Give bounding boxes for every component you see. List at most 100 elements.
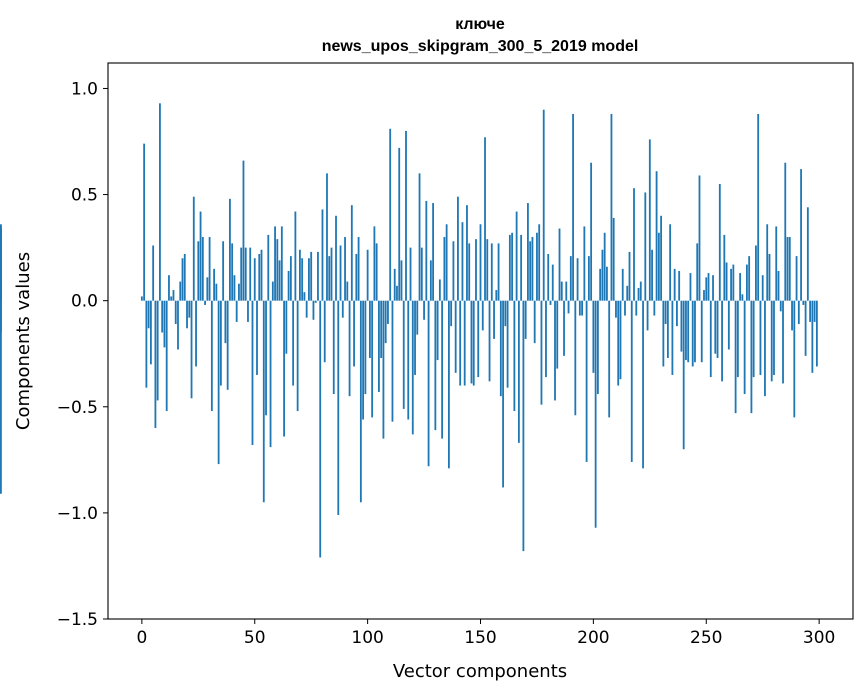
x-tick-label: 150 <box>464 628 496 648</box>
bar-51 <box>256 300 258 375</box>
bar-247 <box>698 175 701 301</box>
bar-222 <box>642 300 644 469</box>
bar-202 <box>596 300 599 395</box>
y-tick-label: 1.0 <box>71 79 98 99</box>
bar-194 <box>578 300 581 316</box>
bar-184 <box>556 300 559 369</box>
bar-265 <box>739 273 742 301</box>
y-tick-label: 0.5 <box>71 186 98 206</box>
bar-273 <box>757 113 760 301</box>
bar-271 <box>752 300 755 378</box>
bar-45 <box>242 160 245 301</box>
bar-197 <box>585 300 588 462</box>
bar-242 <box>687 300 690 363</box>
bar-99 <box>364 300 367 395</box>
bar-123 <box>418 173 421 301</box>
bar-276 <box>764 300 766 397</box>
bar-154 <box>488 300 491 382</box>
bar-285 <box>784 162 787 301</box>
bar-278 <box>768 253 771 301</box>
bar-261 <box>730 268 732 301</box>
bar-292 <box>800 169 802 301</box>
bar-32 <box>213 268 216 301</box>
bar-53 <box>260 249 263 301</box>
bar-33 <box>215 283 218 301</box>
bar-258 <box>723 234 726 301</box>
bar-280 <box>773 300 775 375</box>
bar-246 <box>696 243 699 301</box>
bar-57 <box>269 300 272 448</box>
y-tick-label: −1.0 <box>57 504 98 524</box>
bar-3 <box>147 300 150 329</box>
bar-176 <box>538 224 541 301</box>
bar-178 <box>542 109 545 301</box>
bar-187 <box>563 300 565 356</box>
bar-129 <box>432 203 434 301</box>
bar-182 <box>551 264 554 301</box>
bar-103 <box>373 226 376 301</box>
bar-262 <box>732 264 735 301</box>
bar-72 <box>303 292 306 301</box>
bar-209 <box>612 217 615 301</box>
bar-148 <box>475 239 477 301</box>
x-tick-label: 200 <box>577 628 609 648</box>
bar-38 <box>226 300 229 390</box>
bar-191 <box>572 113 574 301</box>
bar-272 <box>755 245 757 301</box>
bar-39 <box>229 198 231 301</box>
bar-151 <box>481 300 484 331</box>
bar-228 <box>655 171 658 301</box>
bar-28 <box>204 300 206 305</box>
bar-59 <box>274 226 276 301</box>
bar-287 <box>788 237 791 301</box>
bar-284 <box>782 300 784 384</box>
bar-282 <box>777 270 780 301</box>
bar-120 <box>411 300 414 435</box>
bar-227 <box>653 300 656 316</box>
bar-303 <box>0 300 2 494</box>
bar-218 <box>633 188 635 301</box>
bar-174 <box>533 300 536 344</box>
y-axis-label: Components values <box>13 252 34 430</box>
bar-225 <box>648 139 651 301</box>
bar-75 <box>310 251 313 301</box>
bar-188 <box>565 281 568 301</box>
bar-111 <box>391 300 394 422</box>
bar-104 <box>375 243 378 301</box>
bar-306 <box>0 281 2 301</box>
bar-92 <box>348 300 351 397</box>
bar-47 <box>247 300 249 322</box>
bar-44 <box>240 247 243 301</box>
bar-49 <box>251 300 254 445</box>
x-tick-label: 300 <box>803 628 835 648</box>
bar-257 <box>721 300 723 382</box>
bar-236 <box>673 268 676 301</box>
bar-119 <box>409 247 412 301</box>
bar-294 <box>804 300 807 356</box>
bar-147 <box>472 300 475 386</box>
bar-216 <box>628 251 631 301</box>
bar-37 <box>224 300 227 344</box>
bar-231 <box>662 300 665 367</box>
x-tick-label: 250 <box>690 628 722 648</box>
bar-279 <box>770 300 773 382</box>
bar-206 <box>606 266 608 301</box>
bar-269 <box>748 256 751 301</box>
bar-76 <box>312 300 315 320</box>
bar-29 <box>206 277 209 301</box>
bar-15 <box>174 300 177 325</box>
bar-121 <box>414 300 416 375</box>
bar-277 <box>766 224 769 301</box>
bar-207 <box>608 300 611 418</box>
bar-65 <box>287 270 290 301</box>
bar-267 <box>743 300 746 395</box>
bar-198 <box>587 256 590 301</box>
y-axis-ticks: −1.5 −1.0 −0.5 0.0 0.5 1.0 <box>57 79 108 630</box>
bar-81 <box>323 300 326 363</box>
bar-62 <box>280 226 283 301</box>
bar-132 <box>438 279 441 301</box>
bar-234 <box>669 224 672 301</box>
bar-69 <box>296 300 299 412</box>
bar-24 <box>195 300 197 367</box>
bar-77 <box>314 300 317 303</box>
